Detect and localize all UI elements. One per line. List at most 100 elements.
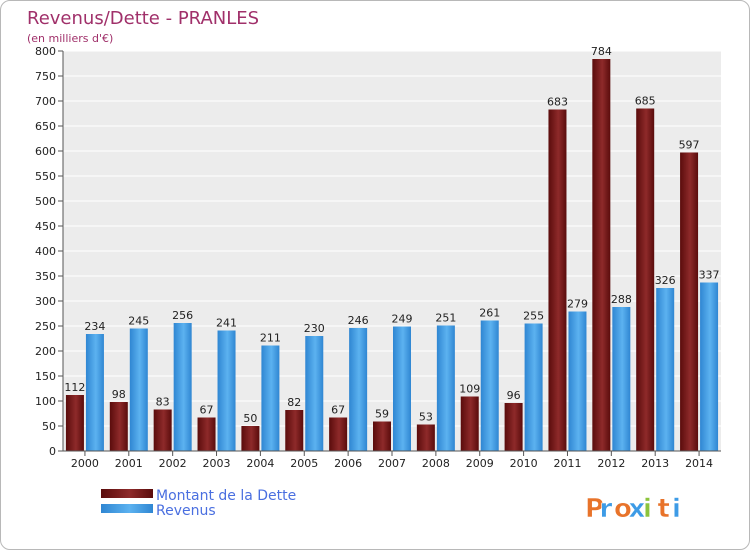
bar-revenus xyxy=(305,336,324,451)
value-label-revenus: 234 xyxy=(84,320,105,333)
x-tick-label: 2005 xyxy=(290,457,318,470)
value-label-revenus: 326 xyxy=(655,274,676,287)
bar-revenus xyxy=(480,320,499,451)
y-tick-label: 0 xyxy=(49,445,56,458)
y-tick-label: 300 xyxy=(35,295,56,308)
bar-dette xyxy=(460,396,479,451)
bar-dette xyxy=(285,410,304,451)
value-label-revenus: 279 xyxy=(567,298,588,311)
bar-revenus xyxy=(217,330,236,451)
y-axis: 0 50 100 150 200 250 300 350 400 450 500 550 600 650 7… xyxy=(35,45,64,458)
x-tick-label: 2004 xyxy=(246,457,274,470)
chart-title: Revenus/Dette - PRANLES xyxy=(27,8,259,29)
bar-revenus xyxy=(393,326,411,451)
value-label-revenus: 256 xyxy=(172,309,193,322)
x-tick-label: 2006 xyxy=(334,457,362,470)
x-axis: 2000 2001 2002 2003 2004 2005 2006 2007 2008 2009… xyxy=(63,450,721,470)
y-tick-label: 150 xyxy=(35,370,56,383)
bar-revenus xyxy=(261,345,280,451)
bar-dette xyxy=(416,424,435,451)
bar-revenus xyxy=(436,325,455,451)
logo-letter: r xyxy=(600,494,613,524)
value-label-revenus: 251 xyxy=(435,312,456,325)
bar-revenus xyxy=(612,307,631,451)
x-tick-label: 2002 xyxy=(159,457,187,470)
bar-dette xyxy=(109,402,128,451)
value-label-dette: 67 xyxy=(331,404,345,417)
bar-revenus xyxy=(349,328,368,451)
bar-dette xyxy=(65,395,84,451)
bar-dette xyxy=(197,417,216,451)
bar-dette xyxy=(548,109,567,451)
value-label-revenus: 241 xyxy=(216,317,237,330)
y-tick-label: 50 xyxy=(42,420,56,433)
x-tick-label: 2009 xyxy=(466,457,494,470)
value-label-dette: 109 xyxy=(459,383,480,396)
value-label-dette: 50 xyxy=(243,412,257,425)
value-label-revenus: 211 xyxy=(260,332,281,345)
y-tick-label: 250 xyxy=(35,320,56,333)
x-tick-label: 2008 xyxy=(422,457,450,470)
x-tick-label: 2013 xyxy=(641,457,669,470)
bars xyxy=(65,59,719,451)
logo-letter: i xyxy=(643,494,652,524)
legend-swatch-dette xyxy=(101,489,153,498)
bar-revenus xyxy=(700,282,719,451)
y-tick-label: 100 xyxy=(35,395,56,408)
bar-dette xyxy=(329,417,348,451)
y-tick-label: 550 xyxy=(35,170,56,183)
value-label-dette: 98 xyxy=(112,388,126,401)
bar-dette xyxy=(153,409,172,451)
value-label-dette: 112 xyxy=(64,381,85,394)
value-label-revenus: 246 xyxy=(348,314,369,327)
value-label-dette: 784 xyxy=(591,45,612,58)
bar-dette xyxy=(592,59,611,451)
y-tick-label: 800 xyxy=(35,45,56,58)
logo-letter: o xyxy=(614,494,632,524)
logo-letter: t xyxy=(658,494,670,524)
legend-label-dette: Montant de la Dette xyxy=(156,488,296,504)
x-tick-label: 2011 xyxy=(553,457,581,470)
x-tick-label: 2010 xyxy=(510,457,538,470)
value-label-dette: 59 xyxy=(375,408,389,421)
proxiti-logo: Pr oxi t i xyxy=(585,494,682,525)
bar-dette xyxy=(680,152,699,451)
legend-swatch-revenus xyxy=(101,504,153,513)
value-label-dette: 67 xyxy=(200,404,214,417)
value-label-revenus: 249 xyxy=(392,313,413,326)
bar-revenus xyxy=(568,311,587,451)
value-label-dette: 685 xyxy=(635,95,656,108)
value-label-dette: 53 xyxy=(419,411,433,424)
x-tick-label: 2007 xyxy=(378,457,406,470)
legend-label-revenus: Revenus xyxy=(156,503,216,519)
y-tick-label: 700 xyxy=(35,95,56,108)
y-tick-label: 750 xyxy=(35,70,56,83)
bar-dette xyxy=(241,426,260,451)
bar-revenus xyxy=(173,323,192,451)
value-label-revenus: 255 xyxy=(523,310,544,323)
y-tick-label: 350 xyxy=(35,270,56,283)
y-tick-label: 650 xyxy=(35,120,56,133)
value-label-revenus: 288 xyxy=(611,293,632,306)
bar-dette xyxy=(504,403,523,451)
logo-letter: P xyxy=(585,494,604,524)
bar-dette xyxy=(373,421,391,451)
x-tick-label: 2003 xyxy=(203,457,231,470)
value-label-dette: 683 xyxy=(547,96,568,109)
value-label-dette: 83 xyxy=(156,396,170,409)
value-label-dette: 597 xyxy=(679,139,700,152)
chart-subtitle: (en milliers d'€) xyxy=(27,32,113,45)
value-label-revenus: 230 xyxy=(304,322,325,335)
bar-revenus xyxy=(85,334,104,451)
x-tick-label: 2001 xyxy=(115,457,143,470)
value-labels: 112 234 98 245 83 256 67 241 50 211 82 230 67 246 59 24… xyxy=(64,45,719,425)
bar-dette xyxy=(636,108,655,451)
value-label-revenus: 245 xyxy=(128,315,149,328)
value-label-revenus: 337 xyxy=(699,269,720,282)
x-tick-label: 2000 xyxy=(71,457,99,470)
x-tick-label: 2014 xyxy=(685,457,713,470)
legend: Montant de la Dette Revenus xyxy=(101,488,296,519)
bar-revenus xyxy=(656,288,675,451)
